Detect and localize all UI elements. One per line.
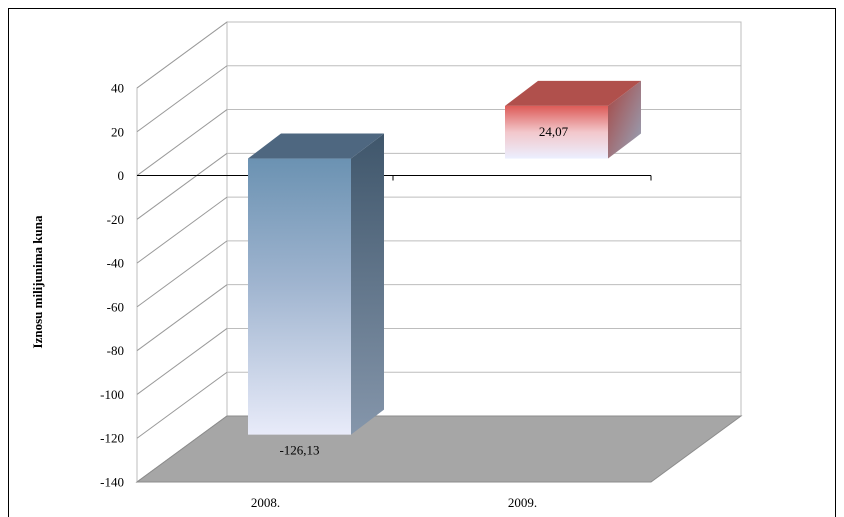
- chart-walls: [136, 21, 742, 483]
- y-tick-label: -20: [107, 212, 124, 227]
- data-labels: -126,13 24,07: [279, 124, 568, 458]
- x-tick-labels: 2008. 2009.: [251, 495, 537, 510]
- bar-front: [505, 105, 608, 159]
- bar-front: [248, 158, 351, 435]
- y-tick-labels: 40 20 0 -20 -40 -60 -80 -100 -120 -140: [100, 81, 124, 490]
- bars: [248, 80, 641, 435]
- y-tick-label: -60: [107, 299, 124, 314]
- side-wall: [136, 21, 228, 483]
- side-gridline: [136, 152, 228, 220]
- y-tick-label: 40: [111, 81, 124, 96]
- side-gridline: [136, 371, 228, 439]
- bar-top: [248, 133, 384, 159]
- y-tick-label: -120: [100, 431, 124, 446]
- y-tick-label: 20: [111, 124, 124, 139]
- bar-2009.: [505, 80, 641, 159]
- side-gridline: [136, 196, 228, 264]
- bar-top: [505, 80, 641, 106]
- y-tick-label: -100: [100, 387, 124, 402]
- chart-border: [8, 8, 836, 517]
- chart-floor: [135, 415, 743, 483]
- side-gridline: [136, 240, 228, 308]
- data-label: 24,07: [539, 124, 569, 139]
- side-gridline: [136, 65, 228, 133]
- bar-side: [608, 80, 641, 159]
- x-tick-label: 2008.: [251, 495, 280, 510]
- y-tick-label: -80: [107, 343, 124, 358]
- x-tick-label: 2009.: [508, 495, 537, 510]
- side-gridline: [136, 21, 228, 89]
- y-tick-label: -40: [107, 256, 124, 271]
- side-gridline: [136, 109, 228, 176]
- y-tick-label: -140: [100, 475, 124, 490]
- zero-axis: [137, 175, 652, 181]
- y-axis-title: Iznosu milijunima kuna: [30, 215, 45, 348]
- side-gridline: [136, 284, 228, 352]
- bar-side: [351, 133, 384, 435]
- side-gridline: [136, 328, 228, 395]
- floor-plane: [135, 415, 743, 483]
- y-tick-label: 0: [118, 168, 125, 183]
- data-label: -126,13: [279, 443, 319, 458]
- bar-2008.: [248, 133, 384, 435]
